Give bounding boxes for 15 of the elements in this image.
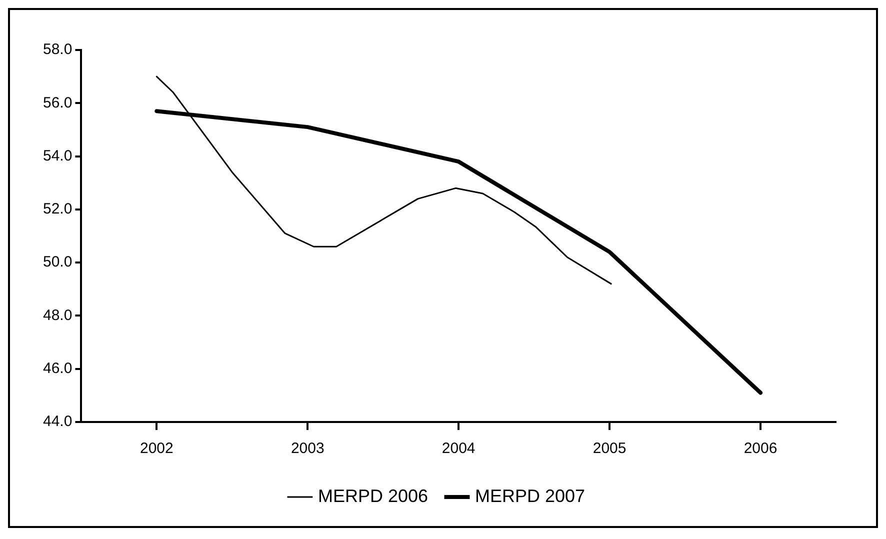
- x-tick-label: 2005: [592, 440, 626, 458]
- y-tick-label: 48.0: [42, 306, 72, 324]
- legend-label: MERPD 2007: [475, 486, 586, 506]
- x-tick-label: 2003: [290, 440, 324, 458]
- y-tick-label: 58.0: [42, 41, 72, 58]
- legend-label: MERPD 2006: [318, 486, 428, 506]
- y-tick-label: 56.0: [42, 94, 72, 112]
- x-tick-label: 2004: [442, 440, 476, 458]
- y-tick-label: 54.0: [42, 147, 72, 164]
- x-tick-label: 2006: [744, 440, 778, 458]
- y-tick-label: 50.0: [42, 254, 72, 271]
- y-tick-label: 44.0: [42, 413, 72, 430]
- y-tick-label: 46.0: [42, 360, 72, 377]
- x-tick-label: 2002: [140, 440, 174, 458]
- y-tick-label: 52.0: [42, 200, 72, 218]
